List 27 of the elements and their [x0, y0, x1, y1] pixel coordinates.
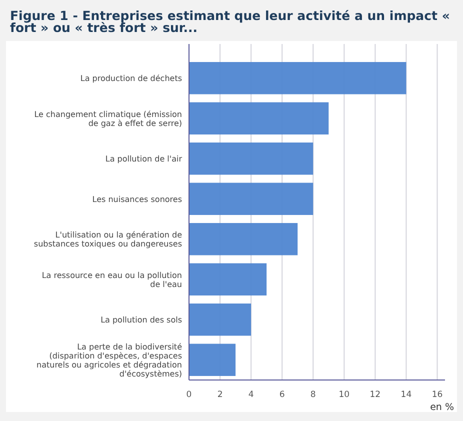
x-tick-label: 12: [370, 390, 381, 400]
bar: [189, 223, 298, 256]
x-tick-label: 6: [279, 390, 285, 400]
y-tick-label: La ressource en eau ou la pollution de l'eau: [42, 270, 182, 289]
bar: [189, 102, 329, 134]
y-tick-label: La pollution des sols: [100, 316, 182, 325]
bar: [189, 344, 236, 376]
x-tick-label: 4: [248, 390, 254, 400]
bar: [189, 304, 252, 336]
y-tick-label: L'utilisation ou la génération de substances toxiques ou dangereuses: [34, 230, 182, 249]
y-tick-label: Le changement climatique (émission de gaz à effet de serre): [34, 110, 182, 128]
y-tick-label: La perte de la biodiversité (disparition d'espèces, d'espaces naturels ou agricoles et dégradation d'écosystèmes): [36, 342, 182, 378]
y-tick-label: La pollution de l'air: [105, 154, 183, 164]
bar: [189, 142, 314, 175]
chart-title: Figure 1 - Entreprises estimant que leur activité a un impact « fort » ou « très fort » sur...: [10, 8, 450, 35]
bar: [189, 263, 267, 296]
x-tick-label: 14: [400, 390, 412, 400]
bar: [189, 182, 314, 215]
x-tick-label: 16: [432, 390, 443, 400]
y-tick-label: Les nuisances sonores: [92, 194, 182, 204]
bar: [189, 62, 406, 94]
x-tick-label: 0: [186, 390, 192, 400]
x-tick-label: 10: [338, 390, 350, 400]
y-tick-label: La production de déchets: [80, 74, 182, 84]
x-tick-label: 2: [217, 390, 223, 400]
x-tick-label: 8: [310, 390, 316, 400]
x-axis-title: en %: [430, 402, 454, 413]
